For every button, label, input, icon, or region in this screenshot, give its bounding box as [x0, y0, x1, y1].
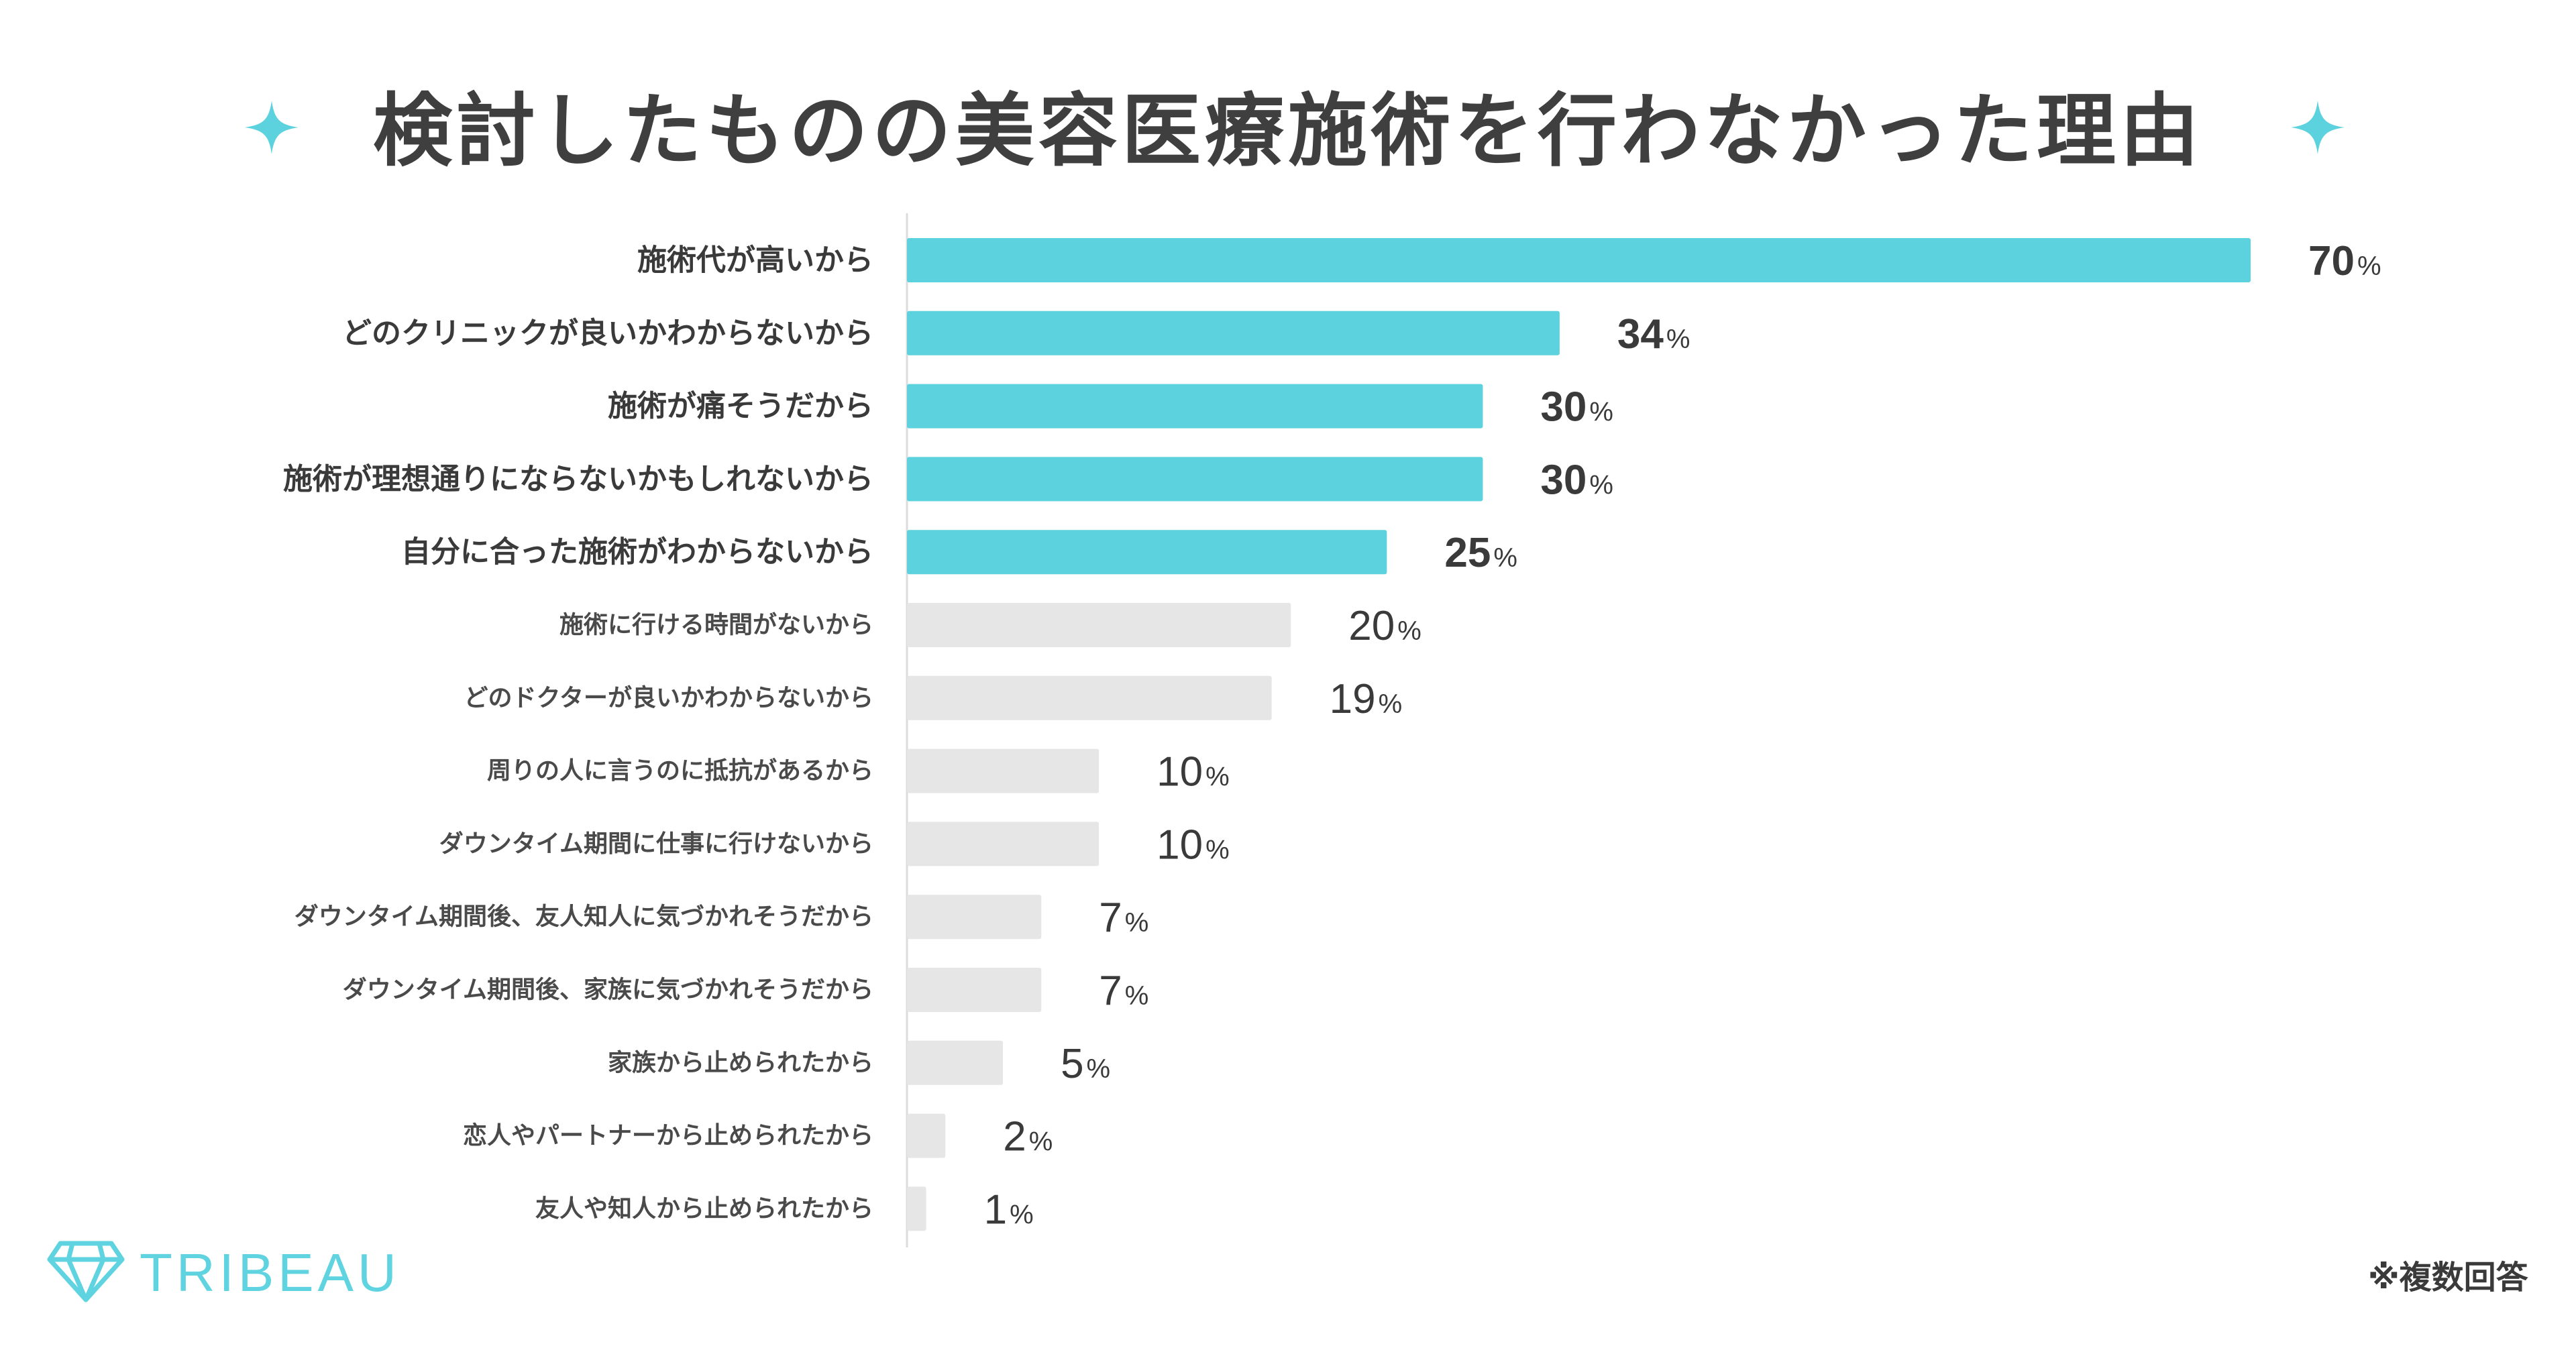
- bar: [907, 603, 1291, 647]
- sparkle-icon: [2291, 101, 2345, 154]
- category-label: 周りの人に言うのに抵抗があるから: [487, 756, 873, 785]
- category-label: 友人や知人から止められたから: [535, 1195, 873, 1223]
- value-label: 7%: [1099, 968, 1148, 1014]
- bar: [907, 895, 1042, 940]
- value-label: 30%: [1540, 457, 1613, 503]
- category-label: どのドクターが良いかわからないから: [464, 684, 873, 712]
- category-label: 施術に行ける時間がないから: [559, 612, 873, 639]
- brand-logo: TRIBEAU: [46, 1233, 448, 1313]
- category-label: 施術が痛そうだから: [608, 389, 873, 423]
- category-label: ダウンタイム期間後、友人知人に気づかれそうだから: [294, 903, 873, 931]
- bar: [907, 1040, 1004, 1085]
- value-label: 1%: [984, 1186, 1034, 1233]
- sparkle-icon: [245, 101, 299, 154]
- category-label: 恋人やパートナーから止められたから: [463, 1121, 873, 1149]
- value-label: 19%: [1330, 676, 1403, 722]
- value-label: 20%: [1348, 603, 1421, 649]
- value-label: 5%: [1061, 1041, 1110, 1087]
- value-label: 34%: [1617, 311, 1690, 357]
- category-label: 家族から止められたから: [608, 1049, 873, 1076]
- bar: [907, 530, 1387, 575]
- bar: [907, 311, 1560, 355]
- bar: [907, 1186, 926, 1231]
- category-label: どのクリニックが良いかわからないから: [342, 316, 873, 350]
- footnote: ※複数回答: [2368, 1259, 2528, 1296]
- bar: [907, 1113, 946, 1158]
- value-label: 30%: [1540, 384, 1613, 431]
- bar: [907, 675, 1272, 720]
- value-label: 7%: [1099, 895, 1148, 941]
- title-area: 検討したものの美容医療施術を行わなかった理由: [0, 67, 2576, 194]
- category-label: 施術代が高いから: [637, 243, 873, 278]
- brand-name: TRIBEAU: [140, 1243, 400, 1302]
- diamond-icon: [47, 1241, 125, 1302]
- bar: [907, 238, 2251, 282]
- value-label: 10%: [1157, 749, 1230, 795]
- value-label: 25%: [1444, 530, 1517, 576]
- bar: [907, 384, 1483, 429]
- category-label: ダウンタイム期間後、家族に気づかれそうだから: [343, 976, 873, 1004]
- value-label: 10%: [1157, 822, 1230, 868]
- category-label: 自分に合った施術がわからないから: [401, 535, 873, 569]
- bar: [907, 822, 1099, 866]
- bar: [907, 457, 1483, 502]
- category-label: 施術が理想通りにならないかもしれないから: [283, 462, 873, 496]
- bar: [907, 968, 1042, 1012]
- value-label: 2%: [1003, 1114, 1053, 1160]
- chart-title: 検討したものの美容医療施術を行わなかった理由: [372, 85, 2203, 177]
- value-label: 70%: [2308, 238, 2381, 284]
- category-label: ダウンタイム期間に仕事に行けないから: [439, 830, 873, 858]
- bar: [907, 748, 1099, 793]
